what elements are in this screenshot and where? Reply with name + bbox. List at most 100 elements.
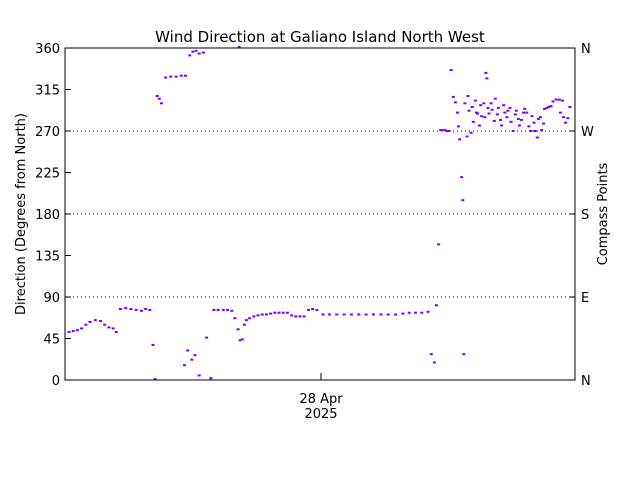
data-point (379, 313, 383, 316)
data-point (191, 50, 195, 53)
data-point (238, 339, 242, 342)
data-point (244, 319, 248, 322)
data-point (458, 138, 462, 141)
data-point (264, 313, 268, 316)
grid-lines (65, 130, 575, 298)
data-point (164, 76, 168, 79)
data-point (114, 331, 118, 333)
data-point (514, 109, 518, 112)
data-point (157, 97, 161, 100)
data-point (482, 102, 486, 105)
compass-tick-label: N (581, 42, 591, 57)
y-tick-label: 0 (52, 374, 60, 389)
data-point (490, 108, 494, 111)
data-point (315, 308, 319, 311)
data-point (80, 327, 84, 330)
data-point (463, 102, 467, 105)
data-point (240, 338, 244, 341)
data-point (561, 99, 564, 102)
data-point (542, 122, 546, 125)
data-point (453, 101, 457, 104)
data-point (499, 118, 503, 121)
data-point (522, 111, 526, 114)
data-point (129, 308, 133, 310)
data-point (290, 314, 294, 317)
data-point (197, 374, 201, 377)
data-point (457, 125, 460, 128)
data-point (186, 349, 190, 352)
data-point (103, 323, 107, 326)
data-point (174, 75, 178, 78)
data-point (484, 71, 488, 74)
data-point (545, 106, 549, 109)
data-point (557, 98, 561, 101)
data-point (483, 116, 487, 119)
y-tick-label: 270 (35, 125, 60, 140)
data-point (478, 124, 481, 127)
data-point (107, 326, 111, 329)
data-point (511, 130, 515, 132)
data-point (252, 315, 256, 318)
data-point (269, 312, 273, 315)
data-point (486, 106, 490, 109)
y-tick-label: 315 (35, 84, 60, 99)
data-point (148, 308, 152, 311)
data-point (518, 124, 521, 127)
data-point (489, 102, 493, 105)
data-point (516, 118, 520, 120)
y-tick-label: 180 (35, 208, 60, 223)
data-point (248, 317, 252, 320)
compass-axis-ticks: N E S W N (569, 42, 594, 389)
x-tick-label-date: 28 Apr (299, 392, 343, 407)
data-point (414, 311, 417, 314)
data-point (75, 329, 79, 332)
data-point (503, 111, 507, 114)
data-point (216, 308, 220, 311)
data-point (111, 327, 115, 330)
data-point (236, 328, 240, 331)
data-point (260, 313, 264, 316)
data-point (242, 323, 246, 326)
data-point (298, 315, 302, 318)
data-point (311, 308, 315, 310)
data-point (153, 378, 157, 381)
data-point (535, 136, 539, 139)
data-point (372, 313, 375, 316)
data-point (357, 313, 361, 316)
data-point (451, 95, 455, 98)
data-point (285, 311, 289, 314)
data-point (183, 364, 186, 367)
data-point (194, 49, 198, 52)
compass-tick-label: S (581, 208, 589, 223)
data-points (67, 46, 572, 381)
data-point (256, 314, 260, 317)
data-point (93, 319, 97, 322)
data-point (485, 77, 489, 80)
data-point (144, 308, 148, 310)
data-point (551, 100, 555, 103)
data-point (212, 308, 216, 311)
data-point (71, 330, 75, 333)
data-point (533, 130, 537, 132)
data-point (447, 130, 451, 132)
data-point (349, 313, 353, 316)
data-point (420, 311, 424, 314)
data-point (221, 308, 225, 311)
data-point (437, 243, 441, 246)
data-point (532, 121, 536, 124)
data-point (226, 308, 230, 311)
data-point (197, 52, 201, 55)
data-point (523, 107, 527, 110)
data-point (439, 129, 443, 132)
data-point (509, 120, 513, 123)
data-point (466, 95, 470, 97)
data-point (566, 117, 570, 120)
data-point (432, 361, 436, 364)
data-point (99, 320, 102, 322)
data-point (506, 109, 510, 112)
data-point (536, 118, 540, 120)
data-point (460, 176, 464, 179)
data-point (549, 105, 553, 108)
data-point (302, 315, 306, 318)
